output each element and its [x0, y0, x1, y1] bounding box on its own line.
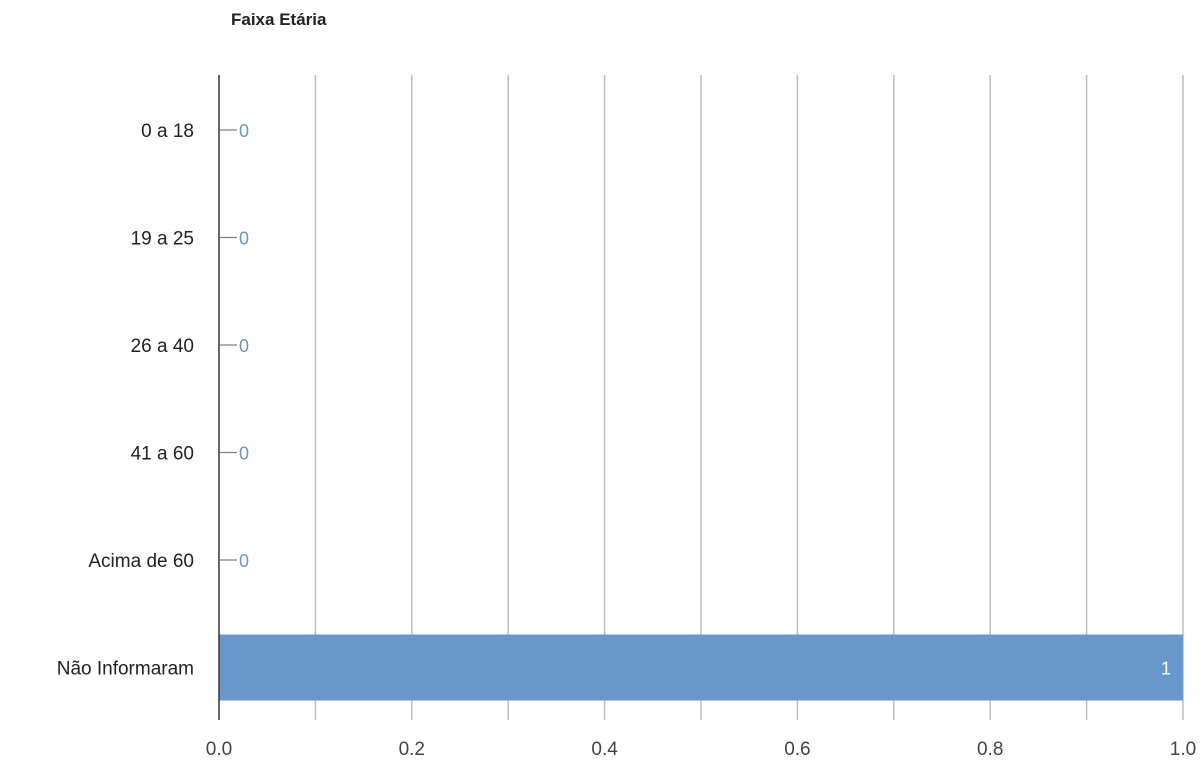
- x-tick-label: 0.2: [399, 739, 425, 760]
- category-label: Não Informaram: [57, 659, 194, 680]
- bars: [219, 129, 1183, 701]
- x-tick-label: 0.0: [206, 739, 232, 760]
- x-tick-labels: 0.0 0.2 0.4 0.6 0.8 1.0: [206, 739, 1196, 760]
- category-label: 41 a 60: [131, 444, 194, 465]
- data-label: 0: [239, 336, 249, 356]
- data-labels: 0 0 0 0 0 1: [239, 121, 1171, 679]
- category-labels: 0 a 18 19 a 25 26 a 40 41 a 60 Acima de 60 Nã…: [57, 121, 194, 680]
- data-label: 1: [1161, 659, 1171, 679]
- data-label: 0: [239, 444, 249, 464]
- chart-title: Faixa Etária: [231, 10, 327, 29]
- x-tick-label: 0.6: [784, 739, 810, 760]
- x-tick-label: 0.4: [591, 739, 618, 760]
- x-tick-label: 1.0: [1170, 739, 1196, 760]
- category-label: Acima de 60: [88, 551, 194, 572]
- x-tick-label: 0.8: [977, 739, 1003, 760]
- data-label: 0: [239, 229, 249, 249]
- gridlines: [314, 75, 1184, 720]
- category-label: 26 a 40: [131, 336, 194, 357]
- data-label: 0: [239, 121, 249, 141]
- category-label: 0 a 18: [141, 121, 194, 142]
- data-label: 0: [239, 551, 249, 571]
- category-label: 19 a 25: [131, 229, 194, 250]
- bar: [219, 634, 1183, 701]
